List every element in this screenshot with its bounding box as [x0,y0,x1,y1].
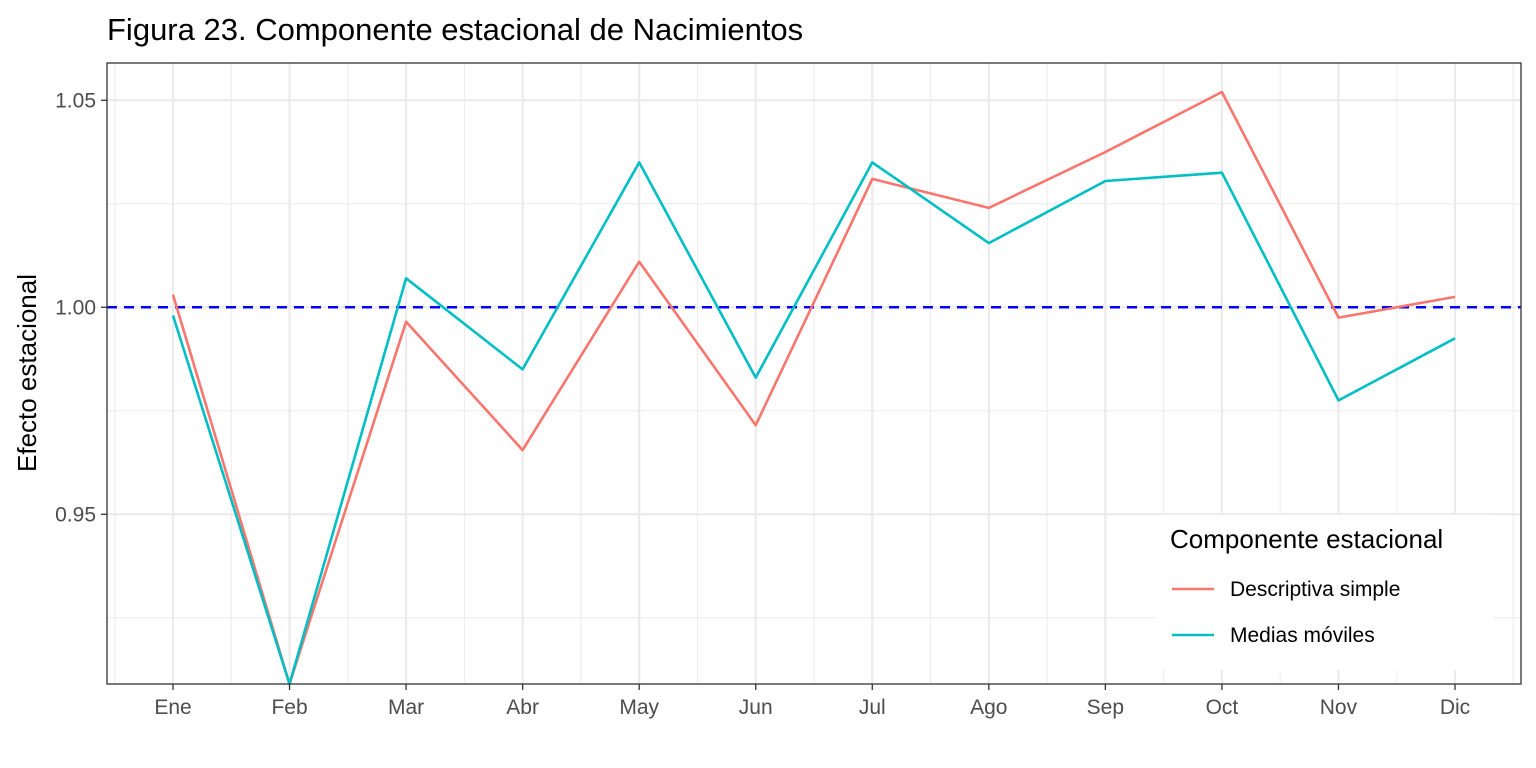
x-tick-label: Nov [1320,696,1358,719]
plot-border [106,62,1522,685]
legend: Componente estacional Descriptiva simple… [1157,515,1493,670]
y-tick-label: 0.95 [55,503,96,526]
y-axis: 0.95 1.00 1.05 [55,89,107,526]
x-tick-label: Mar [388,696,424,719]
legend-background [1157,515,1493,670]
y-axis-label: Efecto estacional [12,274,42,472]
x-tick-label: Dic [1440,696,1470,719]
x-tick-label: Feb [271,696,307,719]
legend-title: Componente estacional [1170,524,1443,554]
series-line-descriptiva-simple [171,90,1456,686]
chart-title: Figura 23. Componente estacional de Naci… [107,12,803,47]
x-tick-label: Jun [739,696,773,719]
x-tick-label: May [619,696,659,719]
x-tick-label: Ene [154,696,191,719]
y-tick-label: 1.05 [55,89,96,112]
legend-label-medias-moviles: Medias móviles [1230,624,1375,647]
x-tick-label: Jul [859,696,886,719]
x-tick-label: Oct [1206,696,1239,719]
series-layer [171,90,1456,686]
x-tick-label: Sep [1087,696,1124,719]
x-tick-label: Ago [970,696,1007,719]
y-tick-label: 1.00 [55,296,96,319]
x-tick-label: Abr [506,696,539,719]
x-axis: Ene Feb Mar Abr May Jun Jul Ago Sep Oct Nov Dic [154,684,1470,719]
legend-label-descriptiva-simple: Descriptiva simple [1230,578,1400,601]
series-line-medias-moviles [171,161,1456,686]
